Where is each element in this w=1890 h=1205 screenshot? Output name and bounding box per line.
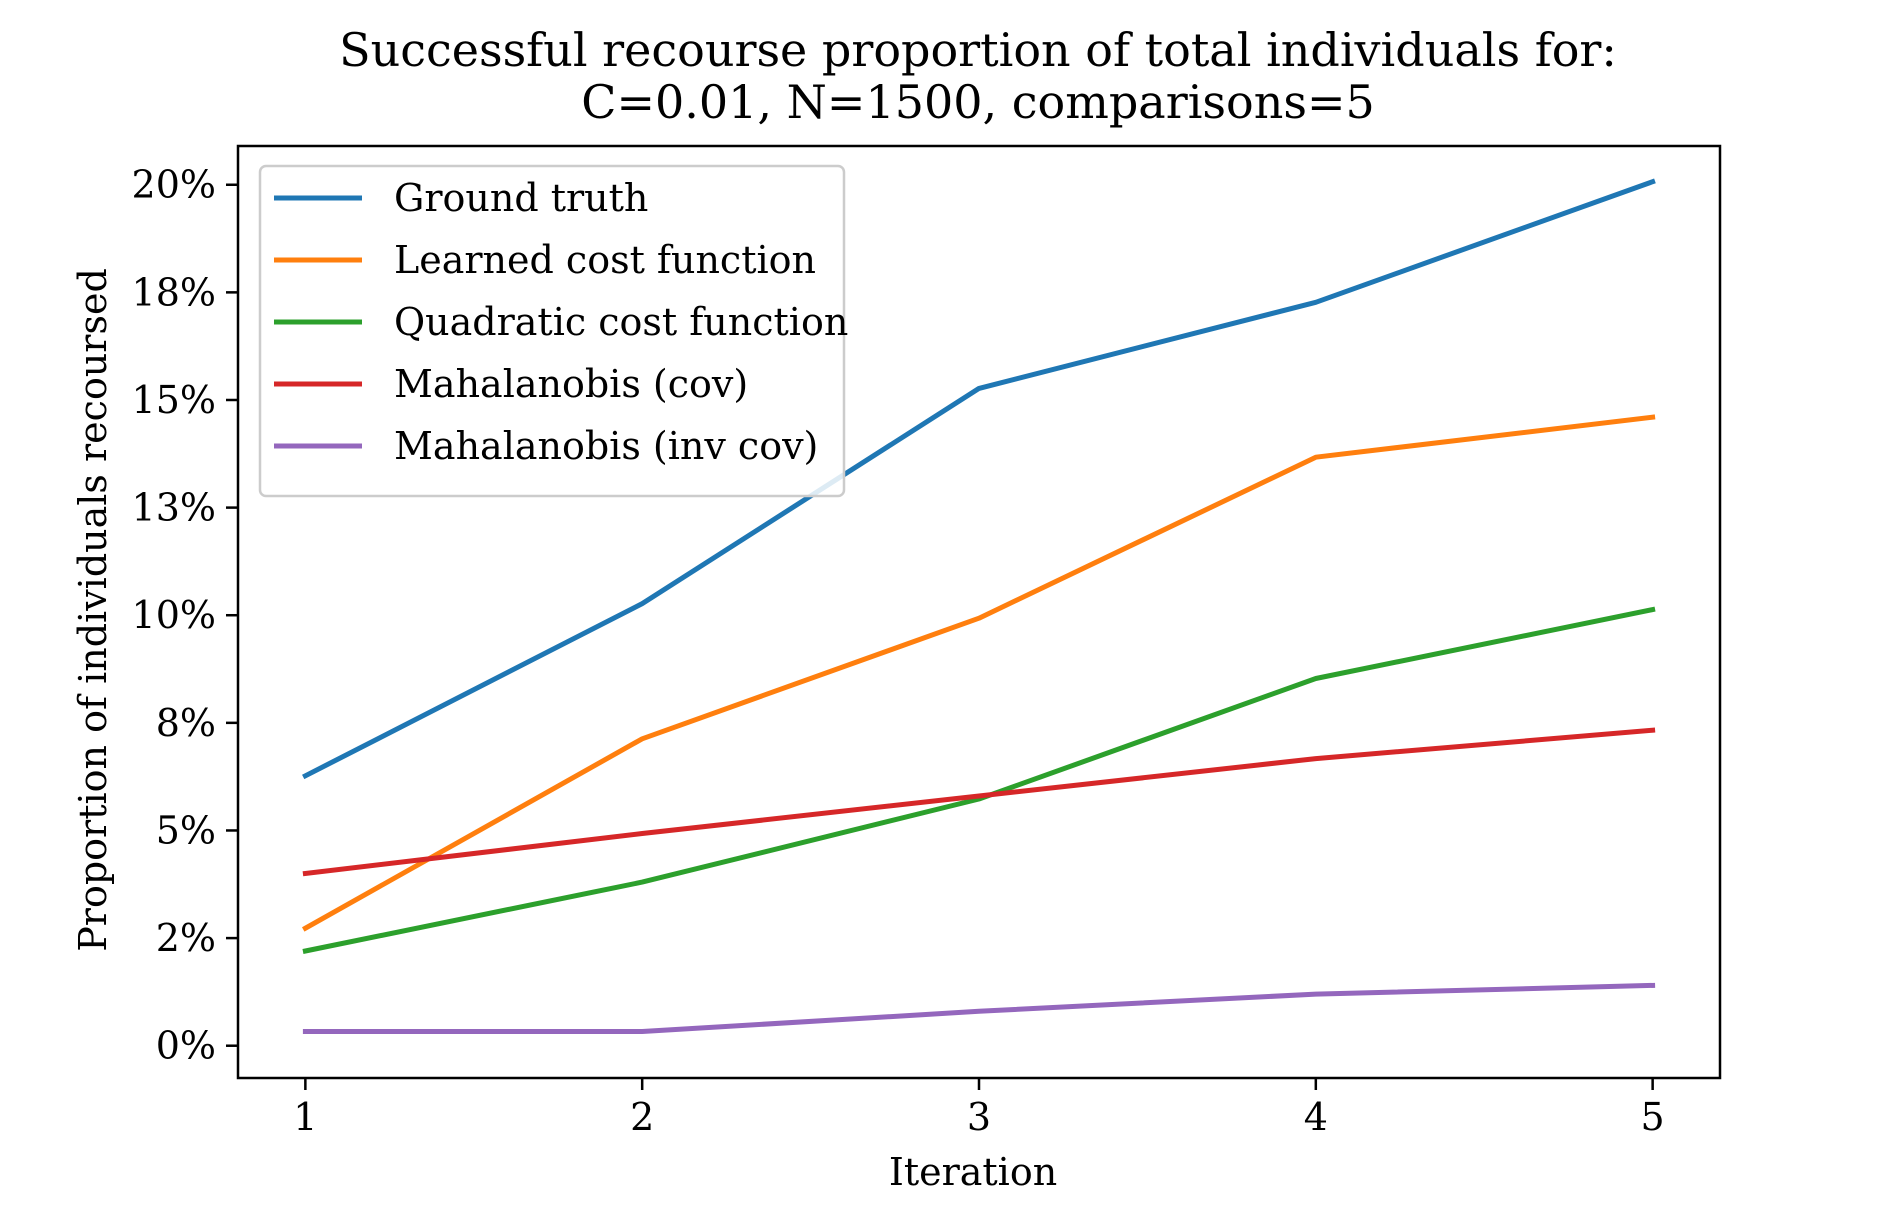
plot-area: 1 2 3 4 5 0% 2% 5% 8% 10% 13% 15% 18% 20% (132, 144, 1722, 1139)
series-line-2 (301, 414, 1656, 932)
y-tick-label: 15% (132, 378, 216, 422)
series-line-1 (302, 178, 1656, 780)
x-tick-label: 1 (293, 1095, 317, 1139)
series-line-4 (302, 727, 1656, 877)
legend-box (258, 164, 846, 498)
y-axis-label: Proportion of individuals recoursed (71, 268, 115, 952)
y-tick-label: 13% (132, 486, 216, 530)
legend: Ground truth Learned cost function Quadrat… (258, 164, 848, 498)
x-axis-label: Iteration (889, 1150, 1057, 1194)
y-tick-label: 8% (156, 701, 216, 745)
x-tick-label: 2 (630, 1095, 654, 1139)
y-tick-label: 0% (156, 1024, 216, 1068)
x-tick-label: 5 (1641, 1095, 1665, 1139)
legend-label: Mahalanobis (inv cov) (394, 424, 818, 468)
y-tick-label: 18% (132, 270, 216, 314)
legend-label: Learned cost function (394, 238, 816, 282)
series-line-3 (302, 606, 1656, 954)
legend-label: Ground truth (394, 176, 648, 220)
chart-title-line-1: Successful recourse proportion of total … (339, 23, 1617, 77)
legend-label: Mahalanobis (cov) (394, 362, 748, 406)
legend-label: Quadratic cost function (394, 300, 848, 344)
x-tick-label: 3 (967, 1095, 991, 1139)
y-tick-label: 5% (156, 808, 216, 852)
chart-title-line-2: C=0.01, N=1500, comparisons=5 (581, 75, 1375, 129)
y-tick-label: 10% (132, 593, 216, 637)
x-tick-label: 4 (1304, 1095, 1328, 1139)
series-line-5 (302, 982, 1656, 1034)
y-tick-label: 2% (156, 916, 216, 960)
y-tick-label: 20% (132, 163, 216, 207)
